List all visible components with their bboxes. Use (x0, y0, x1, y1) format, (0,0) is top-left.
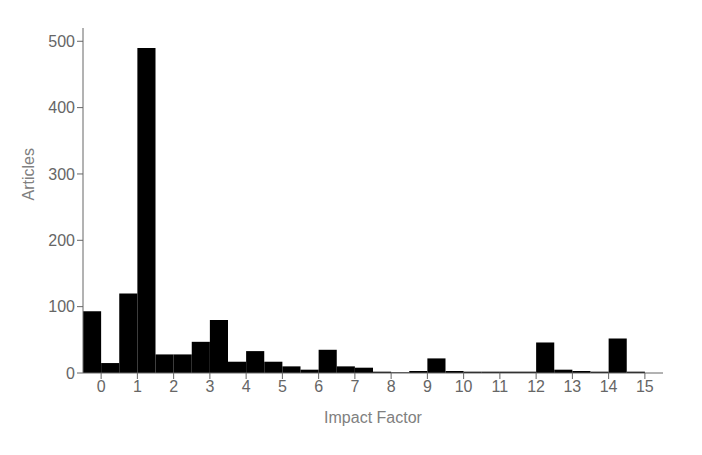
svg-text:14: 14 (600, 378, 618, 395)
svg-text:6: 6 (314, 378, 323, 395)
svg-text:500: 500 (48, 33, 75, 50)
svg-text:7: 7 (350, 378, 359, 395)
svg-text:8: 8 (387, 378, 396, 395)
svg-text:9: 9 (423, 378, 432, 395)
svg-text:400: 400 (48, 99, 75, 116)
svg-text:0: 0 (66, 365, 75, 382)
svg-text:2: 2 (169, 378, 178, 395)
svg-text:12: 12 (527, 378, 545, 395)
svg-text:13: 13 (563, 378, 581, 395)
svg-text:3: 3 (205, 378, 214, 395)
svg-text:Articles: Articles (20, 148, 37, 200)
svg-text:4: 4 (242, 378, 251, 395)
svg-text:1: 1 (133, 378, 142, 395)
svg-text:15: 15 (636, 378, 654, 395)
svg-text:0: 0 (97, 378, 106, 395)
svg-text:300: 300 (48, 166, 75, 183)
svg-text:Impact Factor: Impact Factor (324, 409, 422, 426)
svg-text:200: 200 (48, 232, 75, 249)
svg-text:10: 10 (455, 378, 473, 395)
svg-text:100: 100 (48, 298, 75, 315)
svg-text:5: 5 (278, 378, 287, 395)
svg-text:11: 11 (492, 378, 509, 395)
